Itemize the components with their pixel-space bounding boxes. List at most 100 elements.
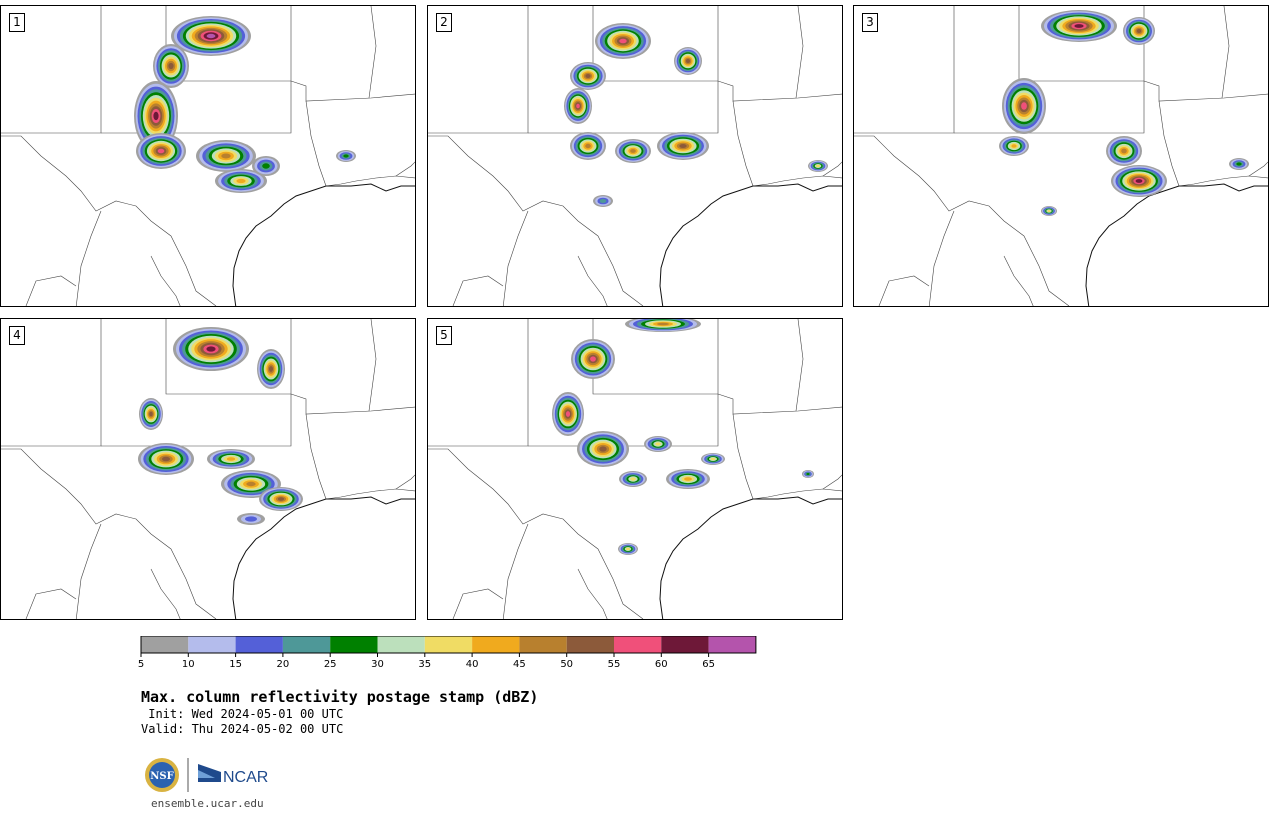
- reflectivity-contour: [236, 178, 246, 184]
- reflectivity-contour: [157, 148, 165, 154]
- state-border: [150, 255, 181, 306]
- reflectivity-contour: [149, 411, 153, 417]
- state-border: [395, 474, 415, 490]
- state-border: [25, 275, 77, 306]
- colorbar-tick-label: 25: [323, 659, 337, 670]
- state-border: [290, 80, 415, 102]
- state-border: [717, 393, 842, 415]
- state-border: [928, 210, 955, 306]
- state-border: [502, 523, 529, 619]
- coastline: [659, 183, 842, 306]
- state-border: [854, 135, 1070, 306]
- state-border: [752, 175, 842, 187]
- colorbar-segment: [661, 636, 709, 653]
- state-border: [325, 488, 415, 500]
- state-border: [1158, 100, 1180, 187]
- reflectivity-contour: [206, 346, 216, 352]
- reflectivity-contour: [277, 497, 285, 501]
- state-border: [150, 568, 181, 619]
- state-border: [452, 275, 504, 306]
- nsf-ncar-logo: NSF NCAR: [145, 758, 268, 792]
- colorbar-tick-label: 55: [607, 659, 621, 670]
- reflectivity-contour: [655, 442, 661, 446]
- reflectivity-contour: [806, 472, 810, 476]
- state-border: [1, 448, 217, 619]
- state-border: [25, 588, 77, 619]
- state-border: [1003, 255, 1034, 306]
- state-border: [822, 474, 842, 490]
- map-panel-2: 2: [427, 5, 843, 307]
- reflectivity-contour: [226, 457, 236, 461]
- reflectivity-contour: [686, 59, 690, 63]
- map-panel-5: 5: [427, 318, 843, 620]
- state-border: [428, 135, 644, 306]
- colorbar-frame: [140, 636, 757, 654]
- state-border: [795, 6, 804, 99]
- state-border: [452, 588, 504, 619]
- state-border: [1, 135, 217, 306]
- reflectivity-map: [428, 319, 842, 619]
- reflectivity-contour: [245, 516, 257, 522]
- map-panel-1: 1: [0, 5, 416, 307]
- reflectivity-contour: [1021, 102, 1027, 110]
- colorbar-segment: [141, 636, 189, 653]
- state-border: [368, 319, 377, 412]
- nsf-text: NSF: [150, 771, 173, 782]
- reflectivity-contour: [1011, 144, 1017, 148]
- coastline: [232, 183, 415, 306]
- colorbar-tick-label: 30: [371, 659, 384, 670]
- reflectivity-contour: [343, 154, 349, 158]
- website-url: ensemble.ucar.edu: [151, 797, 264, 810]
- reflectivity-contour: [630, 149, 636, 153]
- state-border: [1143, 80, 1268, 102]
- colorbar-tick-label: 10: [181, 659, 195, 670]
- reflectivity-map: [1, 6, 415, 306]
- colorbar-tick-label: 65: [702, 659, 715, 670]
- coastline: [659, 496, 842, 619]
- map-panel-4: 4: [0, 318, 416, 620]
- colorbar-tick-label: 15: [229, 659, 242, 670]
- state-border: [878, 275, 930, 306]
- init-time: Init: Wed 2024-05-01 00 UTC: [141, 707, 344, 721]
- reflectivity-map: [428, 6, 842, 306]
- reflectivity-contour: [599, 446, 607, 452]
- colorbar-tick-label: 45: [513, 659, 526, 670]
- reflectivity-contour: [206, 33, 216, 39]
- panel-number: 2: [436, 13, 452, 32]
- colorbar-segment: [330, 636, 378, 653]
- state-border: [732, 413, 754, 500]
- reflectivity-contour: [1135, 179, 1143, 183]
- reflectivity-contour: [619, 38, 627, 44]
- state-border: [428, 448, 644, 619]
- reflectivity-contour: [1121, 148, 1127, 154]
- reflectivity-contour: [684, 477, 692, 481]
- reflectivity-contour: [630, 477, 636, 481]
- panel-number: 5: [436, 326, 452, 345]
- reflectivity-contour: [269, 366, 273, 372]
- state-border: [1221, 6, 1230, 99]
- coastline: [232, 496, 415, 619]
- colorbar-tick-label: 5: [137, 659, 145, 670]
- colorbar-tick-label: 60: [654, 659, 668, 670]
- reflectivity-contour: [1074, 24, 1084, 28]
- reflectivity-contour: [1047, 210, 1051, 212]
- reflectivity-contour: [565, 411, 571, 417]
- state-border: [717, 80, 842, 102]
- colorbar-tick-label: 35: [418, 659, 432, 670]
- state-border: [954, 6, 1145, 134]
- state-border: [305, 100, 327, 187]
- colorbar-tick-label: 50: [560, 659, 574, 670]
- reflectivity-contour: [590, 356, 596, 362]
- colorbar-segment: [235, 636, 283, 653]
- state-border: [502, 210, 529, 306]
- reflectivity-contour: [657, 322, 669, 326]
- reflectivity-contour: [585, 74, 591, 78]
- colorbar-tick-label: 40: [465, 659, 479, 670]
- state-border: [822, 161, 842, 177]
- panel-number: 4: [9, 326, 25, 345]
- reflectivity-contour: [816, 164, 820, 168]
- reflectivity-contour: [576, 103, 580, 109]
- colorbar: [140, 636, 757, 657]
- reflectivity-contour: [1236, 162, 1242, 166]
- colorbar-segment: [424, 636, 473, 653]
